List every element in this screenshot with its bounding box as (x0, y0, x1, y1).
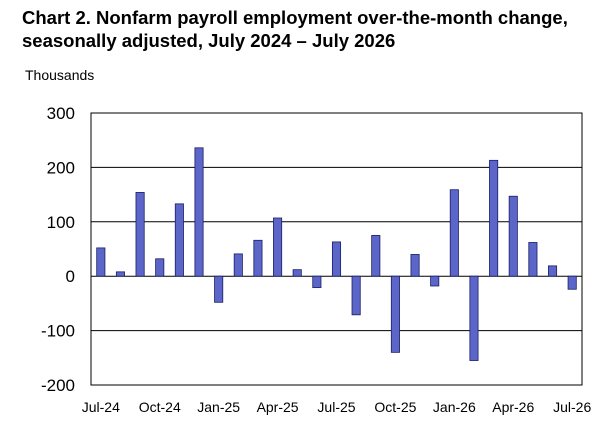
x-tick-label: Oct-24 (139, 399, 181, 415)
y-tick-label: -200 (41, 376, 75, 395)
bar: Nov-24: 133 (174, 203, 184, 277)
chart-title-line-2: seasonally adjusted, July 2024 – July 20… (22, 30, 396, 51)
y-tick-label: 0 (66, 267, 75, 286)
bars: Jul-24: 52 Aug-24: 8 Sep-24: 154 Oct-24: 32… (96, 147, 577, 361)
y-tick-label: 100 (47, 213, 75, 232)
x-tick-label: Jul-25 (317, 399, 355, 415)
bar: Aug-24: 8 (115, 271, 125, 277)
bar: Jul-25: 63 (331, 241, 342, 277)
chart-title-line-1: Chart 2. Nonfarm payroll employment over… (22, 7, 568, 28)
bar: Oct-24: 32 (155, 258, 165, 277)
bar: Dec-24: 236 (194, 147, 204, 277)
bar: Apr-25: 107 (273, 217, 283, 277)
x-tick-label: Jan-25 (197, 399, 240, 415)
bar: Jul-26: -24 (567, 275, 577, 290)
bar: Nov-25: 40 (410, 254, 420, 277)
plot-frame (90, 112, 583, 386)
bar: May-25: 12 (292, 269, 302, 277)
y-tick-label: 300 (47, 104, 75, 123)
plot-border (90, 112, 583, 386)
y-tick-label: 200 (47, 158, 75, 177)
x-tick-label: Jul-24 (82, 399, 120, 415)
bar: Oct-25: -140 (390, 275, 400, 353)
x-tick-label: Apr-25 (257, 399, 299, 415)
bar: Jan-26: 159 (449, 189, 459, 277)
x-tick-label: Apr-26 (492, 399, 534, 415)
bar: Jun-26: 19 (548, 265, 558, 277)
bar: Apr-26: 147 (508, 195, 518, 277)
y-tick-labels: 300 200 100 0 -100 -200 (41, 104, 75, 395)
y-axis-unit-label: Thousands (25, 67, 95, 83)
chart-title: Chart 2. Nonfarm payroll employment over… (22, 6, 602, 52)
bar: Feb-25: 41 (233, 253, 243, 277)
bar: Feb-26: -155 (469, 275, 479, 361)
bar: Mar-25: 66 (253, 239, 263, 277)
bar: Aug-25: -71 (351, 275, 361, 316)
bar: Sep-24: 154 (135, 192, 145, 277)
bar: Sep-25: 75 (371, 234, 381, 277)
x-tick-label: Oct-25 (374, 399, 416, 415)
x-tick-labels: Jul-24 Oct-24 Jan-25 Apr-25 Jul-25 Oct-25 Jan-… (82, 399, 592, 415)
x-tick-label: Jul-26 (553, 399, 591, 415)
bar: Dec-25: -18 (430, 275, 440, 287)
x-tick-label: Jan-26 (433, 399, 476, 415)
bar: Mar-26: 213 (489, 159, 499, 277)
bar: Jun-25: -21 (312, 275, 322, 289)
bar: Jan-25: -48 (214, 275, 224, 303)
bar: May-26: 62 (528, 242, 538, 277)
y-tick-label: -100 (41, 322, 75, 341)
bar: Jul-24: 52 (96, 247, 106, 277)
